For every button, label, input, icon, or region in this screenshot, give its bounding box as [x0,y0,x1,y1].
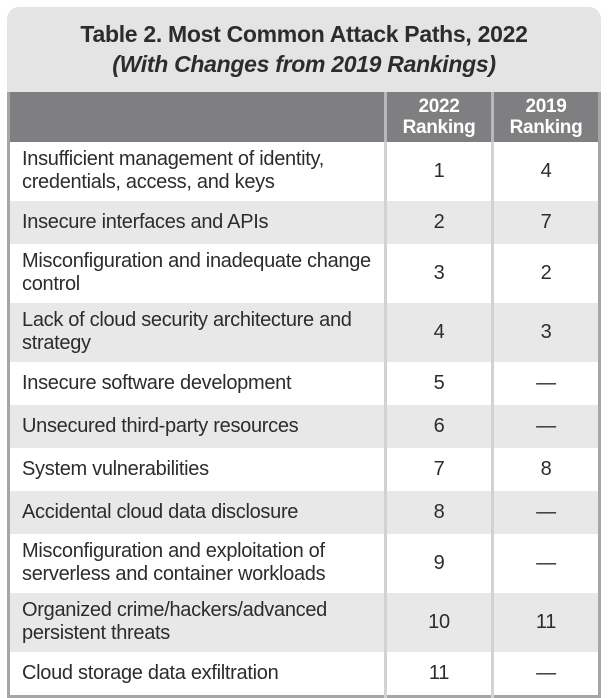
table-row: Misconfiguration and inadequate change c… [8,244,600,303]
table-row: System vulnerabilities 7 8 [8,448,600,491]
ranking-2022-cell: 2 [384,201,493,244]
attack-path-cell: Insecure interfaces and APIs [22,210,269,233]
ranking-2019-cell: — [491,362,600,405]
table-row: Insecure interfaces and APIs 2 7 [8,201,600,244]
ranking-2022-cell: 6 [384,405,493,448]
attack-paths-table: 2022 Ranking 2019 Ranking Insufficient m… [7,92,601,698]
table-row: Insecure software development 5— [8,362,600,405]
table-row: Insufficient management of identity, cre… [8,142,600,201]
attack-path-cell: Accidental cloud data disclosure [22,500,299,523]
table-row: Organized crime/hackers/advanced persist… [8,593,600,652]
attack-path-cell: Lack of cloud security architecture and … [22,309,352,354]
ranking-2019-cell: 7 [491,201,600,244]
attack-path-cell: Misconfiguration and exploitation of ser… [22,540,326,585]
ranking-2019-cell: 11 [491,593,600,652]
header-cell-attack-path [9,92,386,142]
attack-path-cell: Cloud storage data exfiltration [22,661,279,684]
table-row: Unsecured third-party resources 6— [8,405,600,448]
ranking-2019-cell: — [491,491,600,534]
ranking-2019-cell: 4 [491,142,600,201]
ranking-2022-cell: 4 [384,303,493,362]
attack-path-cell: Insecure software development [22,371,292,394]
ranking-2019-cell: — [491,534,600,593]
table-row: Lack of cloud security architecture and … [8,303,600,362]
ranking-2022-cell: 11 [384,652,493,697]
table-body: Insufficient management of identity, cre… [8,142,600,697]
ranking-2022-cell: 1 [384,142,493,201]
header-cell-2019-ranking: 2019 Ranking [491,92,600,142]
ranking-2022-cell: 10 [384,593,493,652]
table-title-box: Table 2. Most Common Attack Paths, 2022 … [7,7,601,92]
attack-path-cell: System vulnerabilities [22,457,209,480]
ranking-2022-cell: 3 [384,244,493,303]
ranking-2019-cell: — [491,652,600,697]
attack-paths-table-card: Table 2. Most Common Attack Paths, 2022 … [7,7,601,698]
table-row: Misconfiguration and exploitation of ser… [8,534,600,593]
attack-path-cell: Unsecured third-party resources [22,414,299,437]
ranking-2022-cell: 5 [384,362,493,405]
attack-path-cell: Organized crime/hackers/advanced persist… [22,599,327,644]
table-row: Cloud storage data exfiltration 11— [8,652,600,697]
table-header: 2022 Ranking 2019 Ranking [8,92,600,142]
table-row: Accidental cloud data disclosure 8— [8,491,600,534]
header-row: 2022 Ranking 2019 Ranking [8,92,600,142]
ranking-2022-cell: 8 [384,491,493,534]
ranking-2019-cell: — [491,405,600,448]
table-subtitle: (With Changes from 2019 Rankings) [112,51,496,77]
ranking-2019-cell: 3 [491,303,600,362]
attack-path-cell: Misconfiguration and inadequate change c… [22,250,371,295]
ranking-2022-cell: 7 [384,448,493,491]
attack-path-cell: Insufficient management of identity, cre… [22,148,324,193]
ranking-2019-cell: 2 [491,244,600,303]
ranking-2022-cell: 9 [384,534,493,593]
header-cell-2022-ranking: 2022 Ranking [384,92,493,142]
table-title: Table 2. Most Common Attack Paths, 2022 [80,21,528,47]
ranking-2019-cell: 8 [491,448,600,491]
